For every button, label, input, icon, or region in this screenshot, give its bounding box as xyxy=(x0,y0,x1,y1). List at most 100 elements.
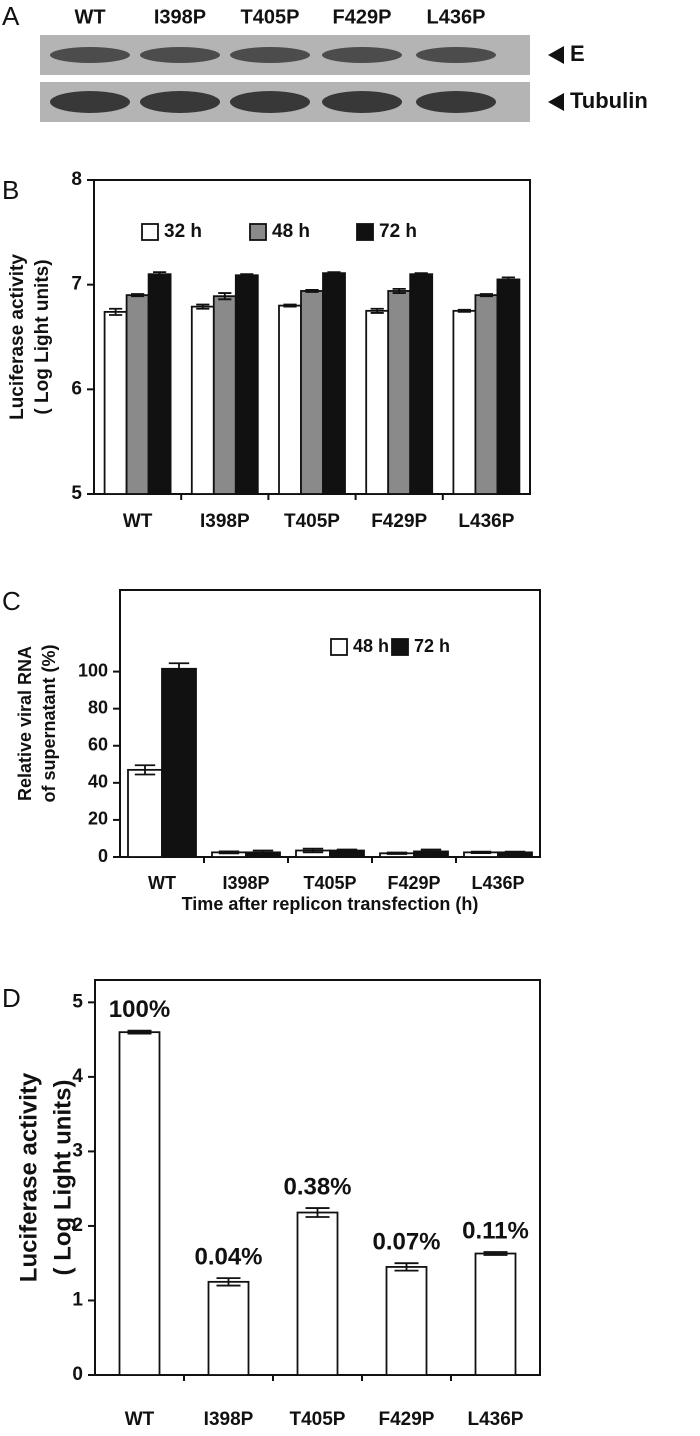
x-tick-label: F429P xyxy=(387,873,440,893)
bar xyxy=(296,1211,339,1376)
bar xyxy=(212,295,237,495)
x-tick-label: I398P xyxy=(222,873,269,893)
error-bar xyxy=(283,303,297,308)
x-tick-label: WT xyxy=(123,511,153,532)
error-bar xyxy=(240,273,254,278)
error-bar xyxy=(305,1207,330,1218)
bar xyxy=(161,667,197,858)
error-bar xyxy=(216,1277,241,1287)
error-bar xyxy=(394,1262,419,1272)
bar xyxy=(409,273,434,495)
error-bar xyxy=(457,308,471,313)
error-bar xyxy=(327,271,341,276)
error-bar xyxy=(501,276,515,283)
y-tick-label: 4 xyxy=(72,1066,83,1087)
x-tick-label: I398P xyxy=(200,511,250,532)
band-arrow xyxy=(548,46,564,64)
error-bar xyxy=(479,293,493,298)
error-bar xyxy=(127,1029,152,1035)
x-tick-label: L436P xyxy=(468,1409,524,1430)
blot-band xyxy=(230,91,310,113)
x-tick-label: T405P xyxy=(284,511,340,532)
bar xyxy=(118,1031,161,1376)
y-tick-label: 1 xyxy=(72,1289,83,1310)
error-bar xyxy=(483,1251,508,1256)
bar xyxy=(322,272,346,495)
lane-label: F429P xyxy=(333,6,392,28)
bar xyxy=(127,768,163,858)
bar xyxy=(452,309,477,495)
error-bar xyxy=(252,849,274,856)
error-bar xyxy=(392,287,406,294)
y-tick-label: 60 xyxy=(88,735,108,755)
band-label: Tubulin xyxy=(570,88,648,113)
legend-swatch xyxy=(249,223,267,241)
bar xyxy=(278,304,302,495)
bar-annotation: 0.07% xyxy=(372,1229,440,1256)
x-tick-label: L436P xyxy=(458,511,514,532)
panel-letter: A xyxy=(2,1,20,31)
error-bar xyxy=(302,847,324,854)
blot-band xyxy=(416,47,496,63)
legend-label: 72 h xyxy=(379,221,417,242)
error-bar xyxy=(470,850,492,855)
legend-swatch xyxy=(391,638,409,656)
bar-annotation: 100% xyxy=(109,996,170,1023)
bar xyxy=(365,309,390,495)
y-tick-label: 8 xyxy=(71,169,82,190)
blot-band xyxy=(230,47,310,63)
x-tick-label: F429P xyxy=(371,511,427,532)
bar xyxy=(147,273,172,495)
y-tick-label: 3 xyxy=(72,1140,83,1161)
legend-label: 32 h xyxy=(164,221,202,242)
bar xyxy=(207,1280,250,1376)
lane-label: T405P xyxy=(241,6,300,28)
blot-band xyxy=(50,47,130,63)
bar xyxy=(496,278,521,495)
y-tick-label: 100 xyxy=(78,660,108,680)
y-axis-label: ( Log Light units) xyxy=(49,1080,76,1276)
bar-annotation: 0.11% xyxy=(462,1217,529,1244)
x-tick-label: I398P xyxy=(204,1409,254,1430)
blot-band xyxy=(140,91,220,113)
legend-swatch xyxy=(356,223,374,241)
legend-label: 48 h xyxy=(353,636,389,656)
band-label: E xyxy=(570,41,585,66)
error-bar xyxy=(218,292,232,301)
x-axis-label: Time after replicon transfection (h) xyxy=(182,894,479,914)
error-bar xyxy=(153,271,167,278)
y-axis-label: ( Log Light units) xyxy=(32,259,53,414)
bar-annotation: 0.38% xyxy=(283,1173,351,1200)
error-bar xyxy=(168,662,190,676)
x-tick-label: L436P xyxy=(471,873,524,893)
lane-label: WT xyxy=(74,6,105,28)
legend-swatch xyxy=(141,223,159,241)
y-tick-label: 80 xyxy=(88,697,108,717)
y-tick-label: 5 xyxy=(71,483,82,504)
bar xyxy=(385,1266,428,1376)
panel-letter: B xyxy=(2,175,19,205)
bar-annotation: 0.04% xyxy=(194,1243,262,1270)
y-axis-label: Relative viral RNA xyxy=(15,646,35,801)
blot-band xyxy=(322,47,402,63)
error-bar xyxy=(386,851,408,855)
legend-label: 72 h xyxy=(414,636,450,656)
y-tick-label: 0 xyxy=(98,846,108,866)
band-arrow xyxy=(548,93,564,111)
x-tick-label: T405P xyxy=(290,1409,346,1430)
y-tick-label: 6 xyxy=(71,378,82,399)
y-tick-label: 7 xyxy=(71,274,82,295)
error-bar xyxy=(420,848,442,855)
x-tick-label: WT xyxy=(148,873,176,893)
bar xyxy=(190,305,215,495)
bar xyxy=(103,310,128,495)
error-bar xyxy=(109,307,123,316)
bar xyxy=(300,290,324,495)
error-bar xyxy=(414,272,428,277)
bar xyxy=(234,274,259,495)
bar xyxy=(474,1252,517,1376)
error-bar xyxy=(134,764,156,776)
y-tick-label: 20 xyxy=(88,809,108,829)
y-tick-label: 40 xyxy=(88,772,108,792)
y-tick-label: 0 xyxy=(72,1364,83,1385)
